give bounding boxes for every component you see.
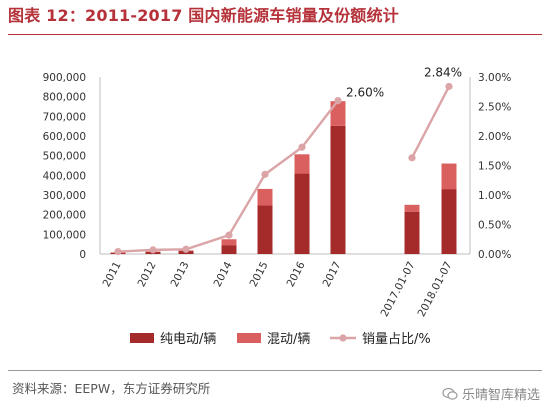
y-tick-label: 900,000 (43, 72, 86, 84)
share-point (182, 245, 190, 253)
legend-share-marker (339, 334, 347, 342)
chart-bars (110, 101, 457, 254)
sales-chart: 0 100,000 200,000 300,000 400,000 500,000 600,… (43, 65, 512, 347)
share-annotation: 2.84% (424, 65, 462, 79)
page-title: 图表 12：2011-2017 国内新能源车销量及份额统计 (8, 6, 399, 25)
bar-bev (257, 205, 273, 254)
bar-hybrid (404, 204, 420, 212)
chart-legend: 纯电动/辆 混动/辆 销量占比/% (130, 332, 431, 347)
bar-bev (404, 211, 420, 254)
bar-hybrid (441, 163, 457, 190)
legend-bev-swatch (130, 333, 154, 343)
x-tick-label: 2016 (285, 260, 308, 290)
source-note: 资料来源：EEPW，东方证券研究所 (12, 381, 211, 396)
y2-tick-label: 1.50% (478, 161, 511, 173)
share-annotation: 2.60% (346, 86, 384, 100)
chart-share-line (114, 82, 453, 256)
share-point (334, 97, 342, 105)
share-point (445, 82, 453, 91)
bar-hybrid (294, 154, 310, 174)
bar-hybrid (257, 188, 273, 206)
wechat-icon (442, 387, 458, 400)
y-tick-label: 400,000 (43, 170, 86, 182)
y2-tick-label: 0.00% (478, 249, 511, 261)
chart-axes: 0 100,000 200,000 300,000 400,000 500,000 600,… (43, 72, 512, 319)
x-tick-label: 2018.01-07 (416, 260, 455, 319)
y-tick-label: 700,000 (43, 111, 86, 123)
watermark-text: 乐晴智库精选 (461, 388, 540, 403)
legend-share-label: 销量占比/% (362, 332, 431, 347)
share-point (114, 248, 122, 256)
legend-bev-label: 纯电动/辆 (160, 332, 216, 347)
legend-hybrid-swatch (237, 333, 261, 343)
y-tick-label: 100,000 (43, 229, 86, 241)
y2-tick-label: 2.00% (478, 131, 511, 143)
x-tick-label: 2014 (212, 260, 235, 290)
bar-bev (330, 125, 346, 254)
share-point (298, 143, 306, 151)
bar-hybrid (330, 101, 346, 126)
bar-bev (294, 173, 310, 254)
source-divider (8, 370, 542, 371)
y-tick-label: 0 (79, 249, 86, 261)
share-point (149, 246, 157, 254)
y-tick-label: 200,000 (43, 210, 86, 222)
title-divider (8, 34, 542, 35)
share-line-segment (410, 85, 451, 159)
x-tick-label: 2017 (321, 260, 344, 289)
bar-bev (221, 245, 237, 254)
x-tick-label: 2012 (136, 260, 159, 289)
y2-tick-label: 1.00% (478, 190, 511, 202)
y2-tick-label: 2.50% (478, 102, 511, 114)
x-tick-label: 2017.01-07 (379, 260, 418, 319)
x-tick-label: 2011 (101, 260, 124, 289)
y-tick-label: 800,000 (43, 92, 86, 104)
y-tick-label: 300,000 (43, 190, 86, 202)
y2-tick-label: 3.00% (478, 72, 511, 84)
share-point (225, 231, 233, 239)
chart-labels: 2.60% 2.84% (346, 65, 462, 99)
bar-bev (441, 189, 457, 254)
legend-hybrid-label: 混动/辆 (267, 332, 310, 347)
x-tick-label: 2013 (169, 260, 192, 289)
y2-tick-label: 0.50% (478, 220, 511, 232)
share-point (261, 170, 269, 178)
watermark: 乐晴智库精选 (442, 384, 540, 403)
share-point (408, 154, 416, 162)
y-tick-label: 500,000 (43, 151, 86, 163)
y-tick-label: 600,000 (43, 131, 86, 143)
bar-hybrid (221, 239, 237, 246)
x-tick-label: 2015 (248, 260, 271, 289)
